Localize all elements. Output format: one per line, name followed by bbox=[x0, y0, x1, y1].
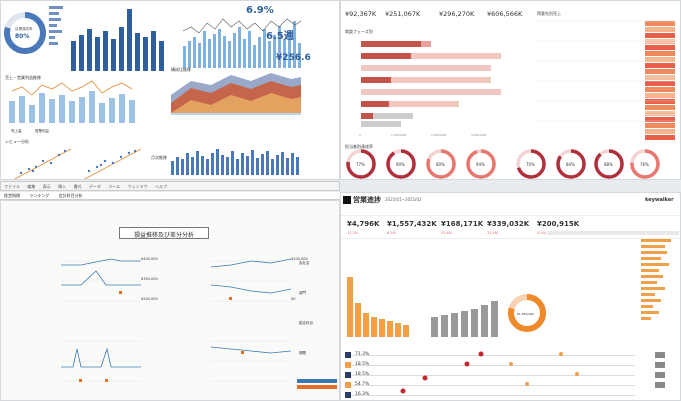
dashboard-sales-pipeline: ¥92,367K ¥251,067K ¥296,270K ¥606,566K 商… bbox=[340, 0, 681, 180]
menu-format[interactable]: 書式 bbox=[73, 184, 82, 189]
pipeline-kpi-4: ¥606,566K bbox=[487, 10, 523, 18]
gauge-value-3: 80% bbox=[436, 162, 445, 167]
legend-profit: 営業利益 bbox=[35, 129, 49, 133]
menu-tools[interactable]: ツール bbox=[108, 184, 121, 189]
menu-window[interactable]: ウィンドウ bbox=[127, 184, 148, 189]
pl-title-box: 損益推移及び差分分析 bbox=[119, 227, 209, 239]
progress-kpi-5: ¥200,915K bbox=[537, 220, 580, 228]
menu-insert[interactable]: 挿入 bbox=[58, 184, 67, 189]
tab-kpi[interactable]: 経営指標 bbox=[4, 193, 20, 198]
gauge-value-2: 90% bbox=[396, 162, 405, 167]
menu-edit[interactable]: 編集 bbox=[27, 184, 36, 189]
pl-analysis-sheet: 損益推移及び差分分析 ¥400,000 ¥300,000 ¥200,000 ¥1… bbox=[0, 200, 340, 401]
pl-axis-1: ¥400,000 bbox=[141, 257, 158, 261]
pipeline-kpi-3: ¥296,270K bbox=[439, 10, 475, 18]
gauge-title: 担当者別達成率 bbox=[345, 144, 373, 149]
axis-label-2: 2,000,000 bbox=[431, 133, 447, 137]
dashboard-overview: 目標達成率 80% 売上・営業利益推移 構成比推移 レビュー分析 月次推移 売上… bbox=[0, 0, 340, 180]
pl-axis-2: ¥300,000 bbox=[141, 277, 158, 281]
axis-label-1: 1,000,000 bbox=[391, 133, 407, 137]
gauge-value-6: 84% bbox=[566, 162, 575, 167]
brand-title: 営業進捗 bbox=[353, 196, 381, 204]
pipeline-kpi-1: ¥92,367K bbox=[345, 10, 377, 18]
progress-kpi-1: ¥4,796K bbox=[347, 220, 380, 228]
menu-view[interactable]: 表示 bbox=[42, 184, 51, 189]
progress-kpi-pct-5: 5.5% bbox=[537, 231, 546, 235]
section-title-composition: 構成比推移 bbox=[171, 67, 191, 72]
filter-account[interactable]: 勘定科目 bbox=[299, 321, 313, 325]
date-range: 2025/01~2025/02 bbox=[385, 197, 422, 202]
donut-label: 目標達成率 bbox=[15, 27, 33, 31]
filter-period[interactable]: 期間 bbox=[299, 351, 306, 355]
tab-ranking[interactable]: ランキング bbox=[29, 193, 50, 198]
section-title-sales: 売上・営業利益推移 bbox=[5, 75, 41, 80]
gauge-value-1: 77% bbox=[356, 162, 365, 167]
menu-data[interactable]: データ bbox=[88, 184, 101, 189]
section-title-monthly: 月次推移 bbox=[151, 155, 167, 160]
kpi-amount: ¥256.6 bbox=[276, 53, 311, 63]
funnel-title: 商談フェーズ別 bbox=[345, 29, 373, 34]
axis-label-0: 0 bbox=[359, 133, 361, 137]
progress-row-1: 71.3% bbox=[355, 352, 370, 357]
table-title: 得意先別売上 bbox=[537, 11, 561, 16]
pipeline-charts bbox=[346, 20, 675, 179]
kpi-rate: 6.9% bbox=[246, 5, 274, 16]
legend-sales: 売上高 bbox=[11, 129, 22, 133]
tab-account[interactable]: 会計科目分析 bbox=[58, 193, 83, 198]
filter-company[interactable]: 会社名 bbox=[299, 261, 310, 265]
pl-title: 損益推移及び差分分析 bbox=[134, 232, 195, 239]
progress-charts bbox=[345, 231, 679, 398]
progress-row-2: 18.5% bbox=[355, 362, 370, 367]
progress-kpi-pct-2: 6.5% bbox=[387, 231, 396, 235]
pipeline-kpi-2: ¥251,067K bbox=[385, 10, 421, 18]
progress-kpi-pct-4: 31.9% bbox=[487, 231, 499, 235]
gauge-value-7: 88% bbox=[604, 162, 613, 167]
kpi-weeks: 6.5週 bbox=[266, 31, 294, 42]
spreadsheet-tabs: 経営指標 ランキング 会計科目分析 bbox=[0, 192, 340, 200]
spreadsheet-toolbar: ファイル 編集 表示 挿入 書式 データ ツール ウィンドウ ヘルプ bbox=[0, 181, 340, 191]
progress-kpi-pct-3: 33.6% bbox=[441, 231, 453, 235]
section-title-review: レビュー分析 bbox=[5, 139, 29, 144]
menu-help[interactable]: ヘルプ bbox=[155, 184, 168, 189]
pl-axis-3: ¥200,000 bbox=[141, 297, 158, 301]
overview-charts bbox=[4, 6, 302, 179]
gauge-value-4: 94% bbox=[476, 162, 485, 167]
progress-row-4: 54.7% bbox=[355, 382, 370, 387]
progress-kpi-pct-1: 11.2% bbox=[347, 231, 359, 235]
pl-axis-5: ¥0 bbox=[291, 297, 296, 301]
gauge-value-5: 70% bbox=[526, 162, 535, 167]
progress-kpi-2: ¥1,557,432K bbox=[387, 220, 437, 228]
pl-line-charts bbox=[61, 258, 337, 389]
axis-label-3: 3,000,000 bbox=[471, 133, 487, 137]
menu-file[interactable]: ファイル bbox=[4, 184, 20, 189]
progress-kpi-4: ¥339,032K bbox=[487, 220, 530, 228]
pl-axis-4: ¥100,000 bbox=[291, 257, 308, 261]
progress-kpi-3: ¥168,171K bbox=[441, 220, 484, 228]
logo-text: keywalker bbox=[645, 197, 674, 203]
progress-donut-center: ¥1,050,000 bbox=[517, 312, 535, 316]
gauge-value-8: 76% bbox=[640, 162, 649, 167]
progress-row-5: 16.3% bbox=[355, 392, 370, 397]
progress-row-3: 18.5% bbox=[355, 372, 370, 377]
kpi-row: ¥4,796K ¥1,557,432K ¥168,171K ¥339,032K … bbox=[341, 215, 680, 239]
brand-mark-icon bbox=[343, 196, 351, 204]
sales-progress-dashboard: 営業進捗 2025/01~2025/02 keywalker ¥4,796K ¥… bbox=[340, 192, 681, 401]
donut-value: 80% bbox=[15, 33, 30, 40]
filter-dept[interactable]: 部門 bbox=[299, 291, 306, 295]
